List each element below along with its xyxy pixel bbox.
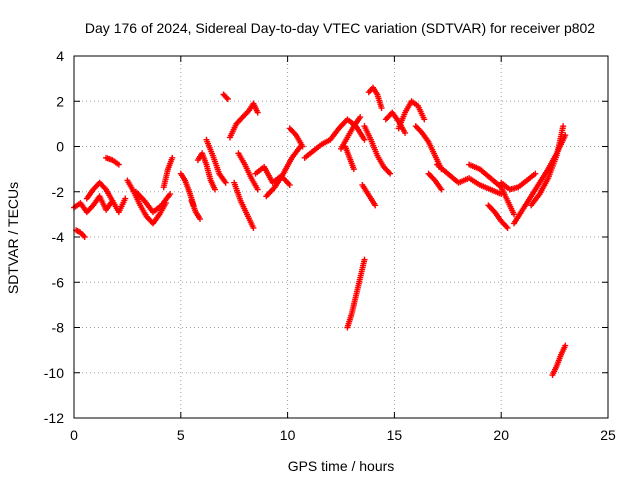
y-tick-label: 2 <box>56 93 64 109</box>
series-track-19 <box>301 116 368 161</box>
series-track-18 <box>286 125 306 150</box>
series-track-06 <box>132 188 174 216</box>
series-track-26 <box>382 109 409 136</box>
data-point <box>361 136 368 143</box>
series-track-21 <box>342 143 357 173</box>
data-point <box>197 215 204 222</box>
series-track-09 <box>188 197 204 222</box>
series-track-05 <box>124 177 169 227</box>
y-tick-label: 4 <box>56 48 64 64</box>
series-track-32 <box>485 202 511 231</box>
data-point <box>254 186 261 193</box>
series-track-03 <box>83 179 116 204</box>
y-axis-label: SDTVAR / TECUs <box>5 182 21 294</box>
series-track-07 <box>160 154 176 191</box>
x-tick-label: 25 <box>600 427 616 443</box>
x-tick-label: 5 <box>177 427 185 443</box>
data-point <box>169 154 176 161</box>
series-track-13 <box>226 100 261 141</box>
data-point <box>504 224 511 231</box>
data-point <box>250 224 257 231</box>
x-tick-label: 0 <box>70 427 78 443</box>
x-tick-label: 15 <box>387 427 403 443</box>
y-tick-label: -6 <box>52 274 65 290</box>
series-track-02 <box>73 227 88 240</box>
data-point <box>350 166 357 173</box>
series-track-27 <box>395 98 428 132</box>
data-point <box>361 256 368 263</box>
data-point <box>421 116 428 123</box>
series-track-31 <box>466 161 518 218</box>
data-point <box>122 195 129 202</box>
x-tick-label: 10 <box>280 427 296 443</box>
series-track-11 <box>203 136 229 186</box>
series-track-04 <box>103 154 122 168</box>
y-tick-label: -8 <box>52 320 65 336</box>
series-track-36 <box>549 342 569 379</box>
plot-frame <box>73 55 609 419</box>
series-track-25 <box>361 123 394 177</box>
data-point <box>560 123 567 130</box>
data-point <box>562 342 569 349</box>
data-point <box>511 211 518 218</box>
data-point <box>254 109 261 116</box>
data-point <box>81 234 88 240</box>
grid-lines <box>74 56 608 418</box>
data-point <box>387 170 394 177</box>
y-tick-label: -12 <box>44 410 64 426</box>
series-track-17 <box>263 143 304 200</box>
series-track-35 <box>528 123 567 209</box>
series-track-22 <box>344 256 368 331</box>
data-point <box>286 181 293 188</box>
series-track-01 <box>71 193 129 216</box>
y-tick-label: 0 <box>56 139 64 155</box>
series-track-20 <box>338 114 364 152</box>
data-point <box>438 186 445 193</box>
y-tick-labels: 4 2 0 -2 -4 -6 -8 -10 -12 <box>44 48 64 426</box>
y-tick-label: -10 <box>44 365 64 381</box>
series-track-23 <box>359 181 379 209</box>
x-tick-label: 20 <box>493 427 509 443</box>
data-point <box>299 143 306 150</box>
data-point <box>372 202 379 209</box>
data-point <box>224 95 231 102</box>
y-tick-label: -4 <box>52 229 65 245</box>
data-point <box>211 186 218 193</box>
series-track-24 <box>365 84 385 112</box>
series-track-12 <box>220 91 231 102</box>
chart-title: Day 176 of 2024, Sidereal Day-to-day VTE… <box>85 20 595 36</box>
data-marks <box>71 84 569 379</box>
data-point <box>109 197 116 204</box>
series-track-15 <box>235 150 261 193</box>
series-track-33 <box>498 170 539 193</box>
x-tick-labels: 0 5 10 15 20 25 <box>70 427 616 443</box>
data-point <box>378 105 385 112</box>
data-point <box>115 161 122 168</box>
data-point <box>167 191 174 198</box>
data-point <box>402 129 409 136</box>
data-point <box>222 179 229 186</box>
data-point <box>357 114 364 121</box>
data-point <box>223 94 230 101</box>
x-axis-label: GPS time / hours <box>288 458 395 474</box>
y-tick-label: -2 <box>52 184 65 200</box>
series-track-10 <box>194 150 218 193</box>
data-point <box>532 170 539 177</box>
series-track-14 <box>231 179 257 231</box>
series-track-29 <box>425 170 445 193</box>
